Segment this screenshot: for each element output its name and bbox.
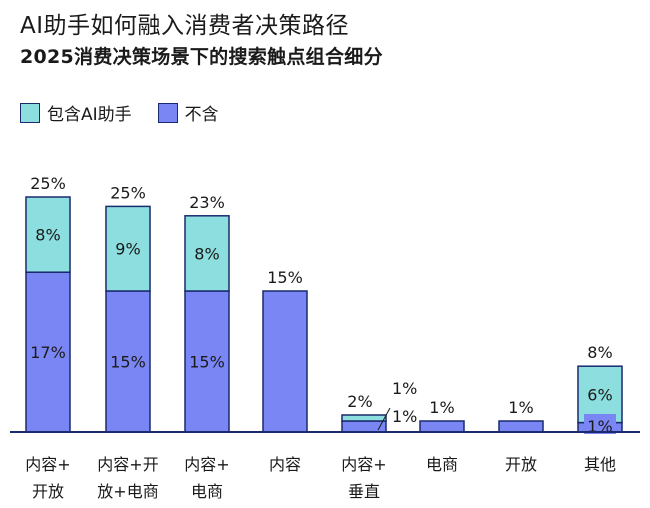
segment-label-without-ai: 15% bbox=[110, 353, 146, 372]
segment-label-with-ai: 1% bbox=[392, 379, 417, 398]
total-label: 1% bbox=[429, 398, 454, 417]
bar-without-ai bbox=[419, 420, 465, 433]
category-label: 其他 bbox=[584, 455, 616, 474]
legend-swatch-without-ai bbox=[157, 102, 178, 123]
total-label: 25% bbox=[30, 174, 66, 193]
legend-label-without-ai: 不含 bbox=[184, 105, 219, 125]
leader-line bbox=[377, 407, 391, 431]
chart-subtitle: 2025消费决策场景下的搜索触点组合细分 bbox=[20, 46, 383, 68]
segment-label-without-ai: 1% bbox=[587, 417, 612, 436]
category-label: 电商 bbox=[426, 455, 458, 474]
category-label: 垂直 bbox=[348, 482, 380, 501]
legend: 包含AI助手 不含 bbox=[20, 100, 245, 125]
segment-label-without-ai: 15% bbox=[189, 353, 225, 372]
bar-without-ai bbox=[25, 271, 71, 433]
bar-with-ai bbox=[105, 205, 151, 292]
category-label: 开放 bbox=[32, 482, 64, 501]
category-label: 内容+ bbox=[25, 455, 70, 474]
bar-with-ai bbox=[25, 196, 71, 273]
bar-with-ai bbox=[184, 215, 230, 292]
bar-with-ai bbox=[577, 365, 623, 424]
total-label: 2% bbox=[347, 392, 372, 411]
chart-title: AI助手如何融入消费者决策路径 bbox=[20, 13, 350, 39]
category-label: 放+电商 bbox=[97, 482, 158, 501]
legend-item-with-ai: 包含AI助手 bbox=[20, 100, 132, 125]
bar-without-ai bbox=[498, 420, 544, 433]
segment-label-with-ai: 8% bbox=[35, 226, 60, 245]
total-label: 8% bbox=[587, 343, 612, 362]
segment-label-without-ai: 1% bbox=[392, 407, 417, 426]
total-label: 15% bbox=[267, 268, 303, 287]
total-label: 25% bbox=[110, 183, 146, 202]
category-label: 内容+开 bbox=[97, 455, 158, 474]
segment-label-with-ai: 8% bbox=[194, 244, 219, 263]
segment-label-with-ai: 9% bbox=[115, 240, 140, 259]
total-label: 23% bbox=[189, 193, 225, 212]
category-label: 内容+ bbox=[341, 455, 386, 474]
category-label: 内容 bbox=[269, 455, 301, 474]
category-label: 内容+ bbox=[184, 455, 229, 474]
label-highlight bbox=[584, 414, 616, 434]
legend-swatch-with-ai bbox=[20, 102, 40, 123]
legend-item-without-ai: 不含 bbox=[157, 100, 219, 125]
category-label: 电商 bbox=[191, 482, 223, 501]
legend-label-with-ai: 包含AI助手 bbox=[47, 105, 132, 125]
bar-with-ai bbox=[341, 414, 387, 422]
bar-without-ai bbox=[184, 290, 230, 433]
segment-label-without-ai: 17% bbox=[30, 343, 66, 362]
bar-without-ai bbox=[262, 290, 308, 433]
segment-label-with-ai: 6% bbox=[587, 385, 612, 404]
total-label: 1% bbox=[508, 398, 533, 417]
bar-without-ai bbox=[105, 290, 151, 433]
category-label: 开放 bbox=[505, 455, 537, 474]
